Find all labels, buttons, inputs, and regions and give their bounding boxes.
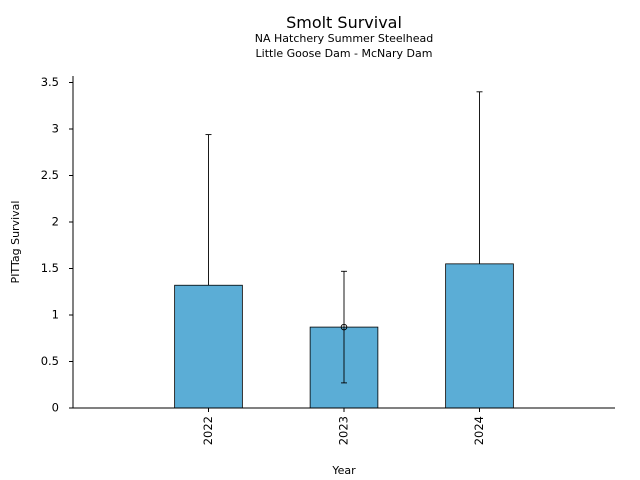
y-axis-label: PITTag Survival	[9, 201, 22, 284]
chart-subtitle-line-1: NA Hatchery Summer Steelhead	[255, 32, 433, 45]
y-tick-label-0: 0	[52, 401, 59, 415]
y-tick-label-3.5: 3.5	[41, 75, 59, 89]
point-marker-2023	[340, 323, 348, 331]
x-tick-label-2023: 2023	[337, 416, 351, 445]
y-tick-label-0.5: 0.5	[41, 354, 59, 368]
chart-subtitle-line-2: Little Goose Dam - McNary Dam	[256, 47, 433, 60]
plot-area	[174, 91, 514, 409]
y-tick-label-2: 2	[52, 215, 59, 229]
y-tick-label-2.5: 2.5	[41, 168, 59, 182]
x-tick-label-2024: 2024	[472, 416, 486, 445]
y-tick-label-3: 3	[52, 122, 59, 136]
y-tick-label-1: 1	[52, 308, 59, 322]
x-tick-label-2022: 2022	[201, 416, 215, 445]
chart-title: Smolt Survival	[286, 13, 402, 32]
bar-2024	[445, 263, 514, 409]
y-tick-label-1.5: 1.5	[41, 261, 59, 275]
x-axis-label: Year	[331, 464, 356, 477]
bar-2022	[174, 284, 243, 409]
